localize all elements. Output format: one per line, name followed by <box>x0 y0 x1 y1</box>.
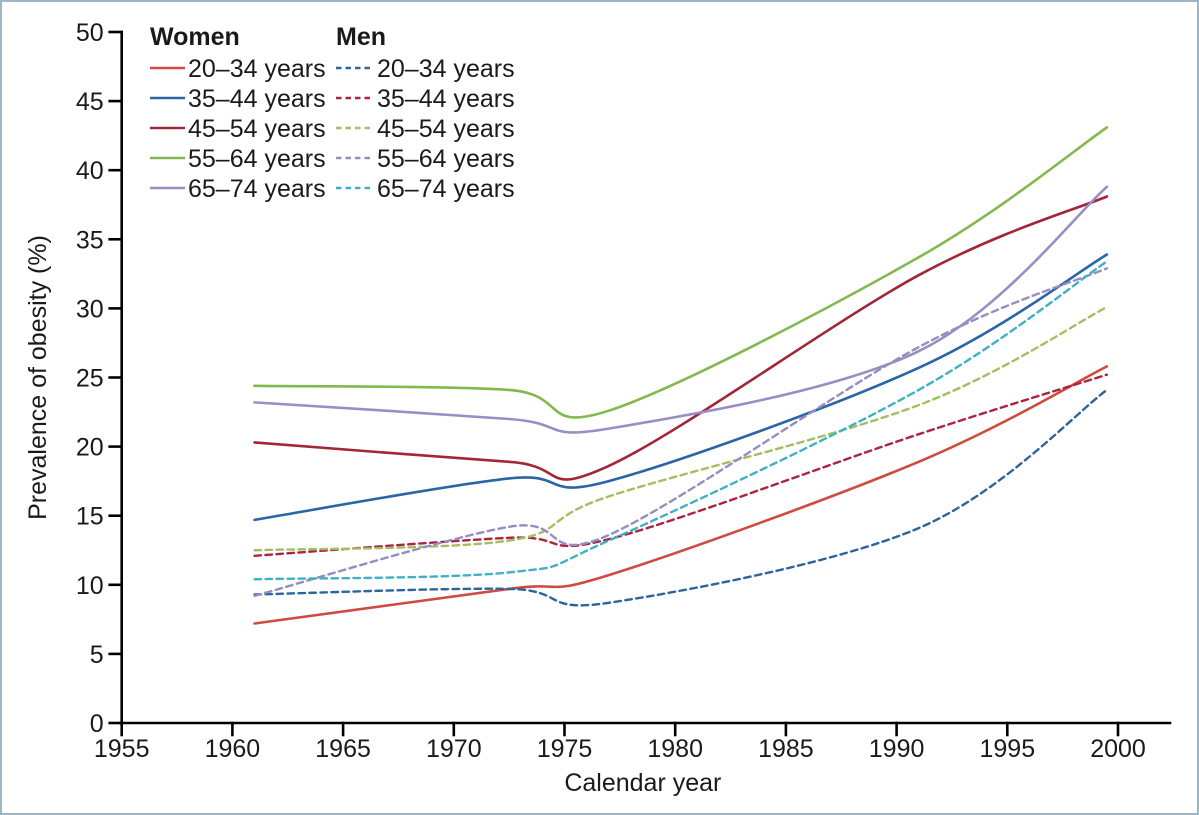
series-women-45-54-years <box>253 195 1109 481</box>
y-tick-label: 15 <box>76 503 104 531</box>
x-tick-label: 2000 <box>1090 735 1146 763</box>
legend-label: 20–34 years <box>188 55 326 83</box>
series-women-65-74-years <box>253 185 1109 434</box>
series-men-35-44-years <box>253 373 1109 557</box>
legend-item-men-35-44-years: 35–44 years <box>336 85 515 113</box>
legend-header-women: Women <box>150 23 240 51</box>
legend-item-women-55-64-years: 55–64 years <box>150 145 326 173</box>
x-tick-label: 1975 <box>537 735 593 763</box>
legend-label: 35–44 years <box>377 85 515 113</box>
x-tick-label: 1990 <box>869 735 925 763</box>
x-tick-label: 1960 <box>205 735 261 763</box>
series-men-20-34-years <box>253 388 1109 607</box>
legend-item-men-45-54-years: 45–54 years <box>336 115 515 143</box>
y-tick-label: 25 <box>76 365 104 393</box>
legend-label: 65–74 years <box>188 175 326 203</box>
y-tick-label: 30 <box>76 295 104 323</box>
y-tick-label: 50 <box>76 19 104 47</box>
series-group-men <box>253 260 1109 607</box>
y-tick-label: 20 <box>76 434 104 462</box>
legend-label: 55–64 years <box>188 145 326 173</box>
series-men-45-54-years <box>253 305 1109 552</box>
axes <box>108 30 1172 737</box>
y-tick-label: 0 <box>90 710 104 738</box>
legend-item-men-55-64-years: 55–64 years <box>336 145 515 173</box>
legend-item-women-45-54-years: 45–54 years <box>150 115 326 143</box>
series-group-women <box>253 126 1109 625</box>
tick-labels: 0 5 10 15 20 25 30 35 40 45 50 1955 1960 1965 1970 1975… <box>76 19 1146 763</box>
x-tick-label: 1980 <box>647 735 703 763</box>
legend-label: 35–44 years <box>188 85 326 113</box>
y-tick-label: 45 <box>76 88 104 116</box>
legend-label: 45–54 years <box>377 115 515 143</box>
y-tick-label: 10 <box>76 572 104 600</box>
x-tick-label: 1965 <box>315 735 371 763</box>
legend-item-men-20-34-years: 20–34 years <box>336 55 515 83</box>
y-tick-label: 40 <box>76 157 104 185</box>
y-tick-label: 35 <box>76 226 104 254</box>
legend-header-men: Men <box>336 23 386 51</box>
legend-label: 55–64 years <box>377 145 515 173</box>
x-tick-label: 1955 <box>94 735 150 763</box>
legend-item-women-65-74-years: 65–74 years <box>150 175 326 203</box>
legend-label: 65–74 years <box>377 175 515 203</box>
x-tick-label: 1970 <box>426 735 482 763</box>
x-tick-label: 1995 <box>979 735 1035 763</box>
y-axis-title: Prevalence of obesity (%) <box>24 235 52 520</box>
legend-item-women-35-44-years: 35–44 years <box>150 85 326 113</box>
legend-label: 45–54 years <box>188 115 326 143</box>
legend-item-men-65-74-years: 65–74 years <box>336 175 515 203</box>
series-men-55-64-years <box>253 267 1109 598</box>
x-tick-label: 1985 <box>758 735 814 763</box>
y-tick-label: 5 <box>90 641 104 669</box>
series-women-35-44-years <box>253 253 1109 522</box>
legend-item-women-20-34-years: 20–34 years <box>150 55 326 83</box>
legend-label: 20–34 years <box>377 55 515 83</box>
series-women-55-64-years <box>253 126 1109 419</box>
series-men-65-74-years <box>253 260 1109 581</box>
series-women-20-34-years <box>253 365 1109 625</box>
x-axis-title: Calendar year <box>564 769 721 797</box>
